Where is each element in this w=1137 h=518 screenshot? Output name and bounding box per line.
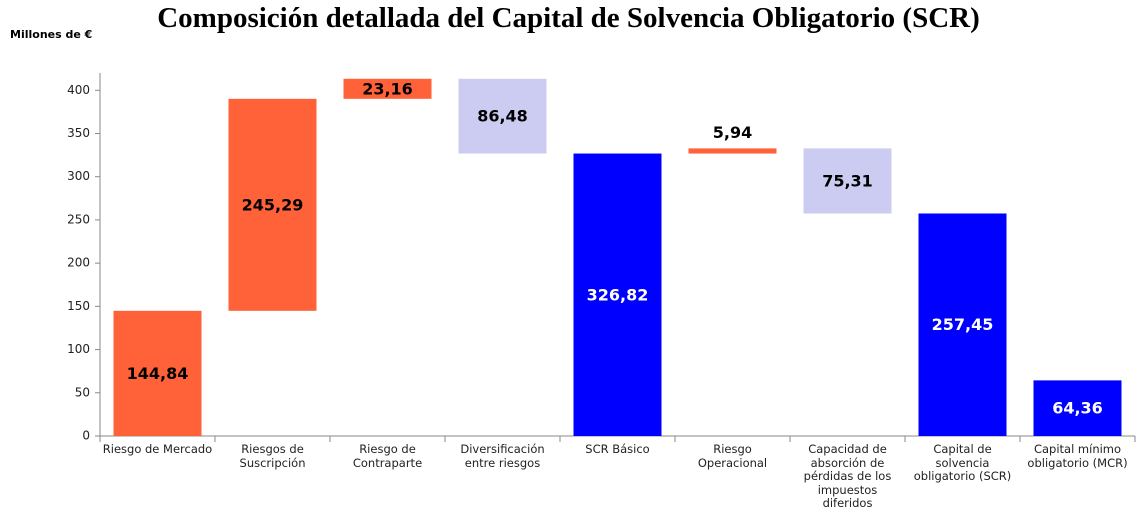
- x-tick-label: Riesgo de Mercado: [102, 442, 213, 456]
- value-label: 5,94: [713, 123, 752, 142]
- y-tick-label: 100: [67, 342, 90, 356]
- bar: [343, 78, 432, 99]
- y-tick-label: 350: [67, 126, 90, 140]
- y-tick-label: 400: [67, 83, 90, 97]
- x-tick-label: Riesgo de Contraparte: [352, 442, 423, 470]
- bar: [458, 78, 547, 154]
- x-tick-label: Riesgo Operacional: [697, 442, 768, 470]
- bar: [1033, 380, 1122, 436]
- x-tick-label: Capital de solvencia obligatorio (SCR): [913, 442, 1012, 483]
- value-label: 23,16: [362, 79, 413, 98]
- value-label: 326,82: [587, 285, 649, 304]
- value-label: 245,29: [242, 195, 304, 214]
- value-label: 75,31: [822, 171, 873, 190]
- bar: [688, 148, 777, 154]
- bar: [113, 310, 202, 436]
- value-label: 144,84: [127, 364, 189, 383]
- y-tick-label: 0: [82, 429, 90, 443]
- y-tick-label: 150: [67, 299, 90, 313]
- value-label: 64,36: [1052, 399, 1103, 418]
- x-tick-label: Diversificación entre riesgos: [460, 442, 545, 470]
- x-tick-label: SCR Básico: [585, 442, 650, 456]
- chart-title: Composición detallada del Capital de Sol…: [157, 2, 980, 34]
- y-axis-label: Millones de €: [10, 28, 93, 41]
- bar: [918, 213, 1007, 436]
- y-tick-label: 200: [67, 256, 90, 270]
- y-tick-label: 50: [75, 385, 90, 399]
- y-tick-label: 250: [67, 212, 90, 226]
- bar: [228, 98, 317, 311]
- y-tick-label: 300: [67, 169, 90, 183]
- bar: [573, 153, 662, 436]
- x-tick-label: Riesgos de Suscripción: [239, 442, 306, 470]
- value-label: 257,45: [932, 315, 994, 334]
- x-tick-label: Capacidad de absorción de pérdidas de lo…: [803, 442, 892, 510]
- x-tick-label: Capital mínimo obligatorio (MCR): [1027, 442, 1128, 470]
- value-label: 86,48: [477, 107, 528, 126]
- bar: [803, 148, 892, 214]
